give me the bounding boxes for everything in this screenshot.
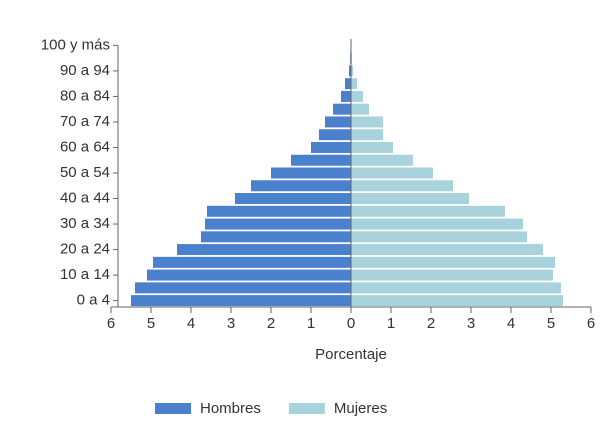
y-tick-label: 50 a 54 xyxy=(60,164,110,181)
bar xyxy=(291,154,351,166)
x-tick-label: 6 xyxy=(587,315,595,332)
bar xyxy=(341,90,351,102)
bar xyxy=(205,218,351,230)
bar xyxy=(351,205,505,217)
y-tick-label: 70 a 74 xyxy=(60,113,110,130)
bar xyxy=(311,141,351,153)
x-tick-label: 1 xyxy=(307,315,315,332)
y-tick-label: 100 y más xyxy=(41,36,110,53)
x-tick-label: 0 xyxy=(347,315,355,332)
y-tick-label: 20 a 24 xyxy=(60,241,110,258)
bar xyxy=(147,269,351,281)
x-tick-label: 3 xyxy=(227,315,235,332)
bar xyxy=(207,205,351,217)
bar xyxy=(131,295,351,307)
bar xyxy=(351,65,353,77)
bar xyxy=(351,103,369,115)
x-axis-label: Porcentaje xyxy=(315,346,387,363)
bar xyxy=(235,193,351,205)
y-tick-label: 40 a 44 xyxy=(60,189,110,206)
y-tick-label: 10 a 14 xyxy=(60,266,110,283)
legend-swatch xyxy=(288,403,325,414)
x-tick-label: 5 xyxy=(547,315,555,332)
bar xyxy=(177,244,351,256)
bar xyxy=(351,90,363,102)
bar xyxy=(351,269,553,281)
bar xyxy=(351,218,523,230)
bar xyxy=(351,244,543,256)
bar xyxy=(333,103,351,115)
y-tick-label: 80 a 84 xyxy=(60,87,110,104)
x-tick-label: 5 xyxy=(147,315,155,332)
y-tick-label: 30 a 34 xyxy=(60,215,110,232)
bar xyxy=(351,295,563,307)
bar xyxy=(349,65,351,77)
y-tick-label: 0 a 4 xyxy=(77,292,110,309)
legend-label: Mujeres xyxy=(334,400,387,417)
bar xyxy=(201,231,351,243)
legend-label: Hombres xyxy=(200,400,261,417)
x-tick-label: 1 xyxy=(387,315,395,332)
x-tick-label: 2 xyxy=(267,315,275,332)
bar xyxy=(351,116,383,128)
x-tick-label: 6 xyxy=(107,315,115,332)
bar xyxy=(351,231,527,243)
bar xyxy=(351,193,469,205)
bar xyxy=(351,129,383,141)
bar xyxy=(351,167,433,179)
bar xyxy=(351,154,413,166)
x-tick-label: 2 xyxy=(427,315,435,332)
bar xyxy=(351,78,357,90)
bar xyxy=(319,129,351,141)
bar xyxy=(351,282,561,294)
legend-swatch xyxy=(155,403,191,414)
bar xyxy=(351,256,555,268)
bar xyxy=(251,180,351,192)
bar xyxy=(351,141,393,153)
y-tick-label: 90 a 94 xyxy=(60,62,110,79)
bar xyxy=(325,116,351,128)
bar xyxy=(345,78,351,90)
bar xyxy=(135,282,351,294)
bar xyxy=(271,167,351,179)
x-tick-label: 4 xyxy=(187,315,195,332)
x-tick-label: 3 xyxy=(467,315,475,332)
bar xyxy=(351,180,453,192)
bar xyxy=(153,256,351,268)
x-tick-label: 4 xyxy=(507,315,515,332)
y-tick-label: 60 a 64 xyxy=(60,138,110,155)
